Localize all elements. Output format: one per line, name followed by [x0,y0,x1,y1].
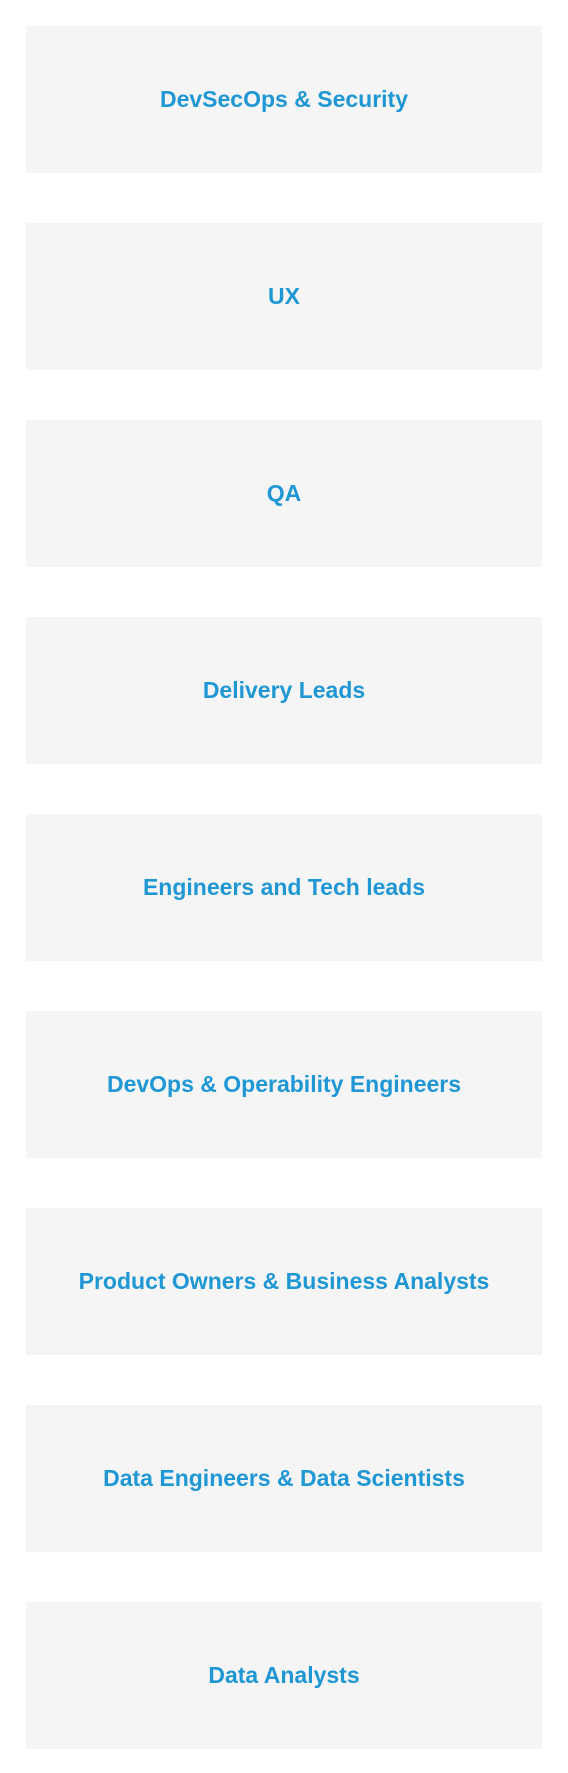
card-product-owners-business-analysts[interactable]: Product Owners & Business Analysts [26,1208,542,1355]
card-data-analysts[interactable]: Data Analysts [26,1602,542,1749]
card-devsecops-security[interactable]: DevSecOps & Security [26,26,542,173]
card-title: Delivery Leads [202,677,366,703]
card-devops-operability[interactable]: DevOps & Operability Engineers [26,1011,542,1158]
card-qa[interactable]: QA [26,420,542,567]
card-delivery-leads[interactable]: Delivery Leads [26,617,542,764]
card-title: Data Analysts [208,1662,360,1688]
card-title: Engineers and Tech leads [142,874,426,900]
card-title: DevOps & Operability Engineers [106,1071,462,1097]
card-engineers-tech-leads[interactable]: Engineers and Tech leads [26,814,542,961]
card-data-engineers-data-scientists[interactable]: Data Engineers & Data Scientists [26,1405,542,1552]
card-title: Data Engineers & Data Scientists [103,1465,465,1491]
card-ux[interactable]: UX [26,223,542,370]
role-card-list: DevSecOps & Security UX QA Delivery Lead… [26,26,542,1749]
card-title: QA [266,480,302,506]
card-title: UX [268,283,300,309]
card-title: Product Owners & Business Analysts [78,1268,490,1294]
card-title: DevSecOps & Security [159,86,408,112]
